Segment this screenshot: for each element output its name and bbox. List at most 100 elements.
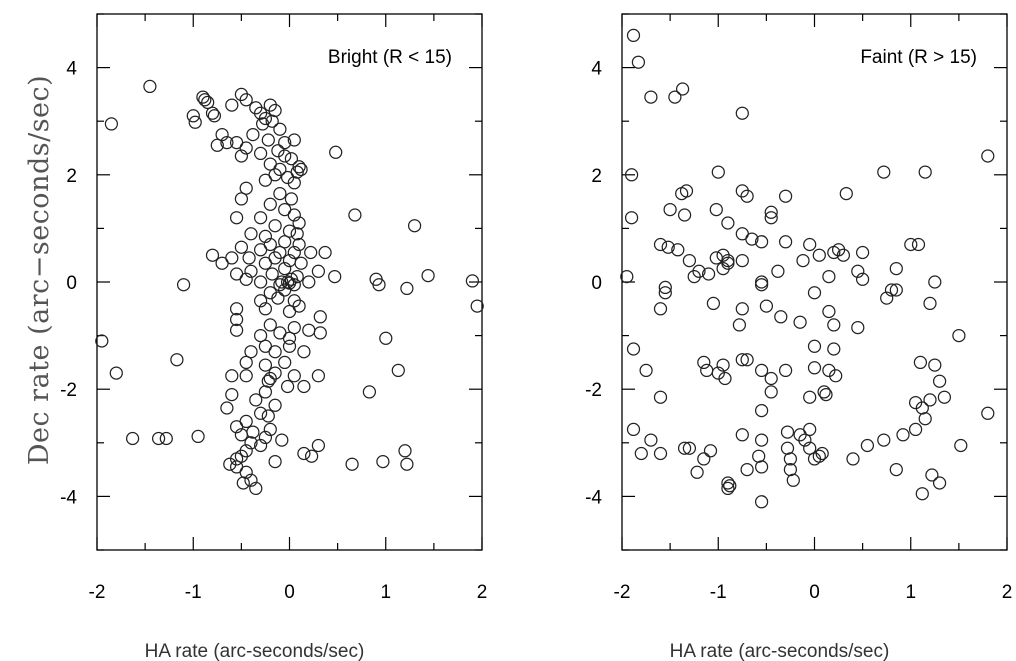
data-point [109, 366, 123, 380]
data-point [877, 165, 891, 179]
data-point [764, 205, 778, 219]
data-point [937, 390, 952, 404]
data-point [735, 184, 749, 198]
data-point [812, 248, 826, 262]
data-point [292, 216, 306, 230]
data-point [311, 369, 326, 383]
data-point [229, 211, 244, 225]
data-point [261, 409, 275, 423]
data-point [709, 251, 723, 265]
data-point [379, 331, 393, 345]
data-point [754, 460, 769, 474]
data-point [287, 320, 301, 335]
data-point [268, 345, 282, 359]
data-point [297, 446, 311, 461]
data-point [234, 192, 249, 206]
data-point [839, 186, 853, 201]
data-point [677, 441, 692, 455]
data-point [229, 323, 244, 337]
x-tick-label: -2 [89, 582, 106, 603]
data-point [239, 355, 253, 370]
data-point [952, 328, 966, 343]
data-point [855, 245, 870, 260]
data-point [851, 264, 865, 278]
data-point [624, 211, 639, 225]
data-point [928, 358, 942, 372]
data-point [620, 269, 634, 284]
data-point [348, 208, 362, 222]
data-point [718, 371, 732, 386]
data-point [284, 192, 299, 206]
data-point [470, 299, 484, 313]
y-tick-label: 2 [591, 166, 602, 187]
data-point [880, 291, 894, 305]
data-point [846, 452, 860, 466]
data-point [709, 202, 723, 217]
data-point [701, 267, 716, 281]
data-point [282, 339, 297, 353]
data-point [624, 168, 639, 182]
data-point [239, 181, 253, 195]
y-axis-label: Dec rate (arc−seconds/sec) [24, 75, 55, 465]
data-point [242, 251, 256, 265]
data-point [740, 189, 754, 203]
data-point [754, 275, 769, 289]
data-point [253, 438, 268, 453]
data-point [263, 197, 277, 211]
data-point [275, 433, 289, 447]
data-point [244, 264, 258, 278]
data-point [754, 235, 769, 249]
data-point [671, 243, 685, 257]
data-point [234, 428, 249, 442]
data-point [855, 272, 870, 286]
data-point [954, 438, 968, 453]
data-point [263, 422, 277, 437]
data-point [244, 473, 258, 487]
data-point [798, 433, 812, 447]
data-point [244, 436, 258, 450]
data-point [287, 208, 301, 222]
data-point [268, 398, 282, 412]
data-point [253, 243, 268, 257]
panel-bright: -2 -1 0 1 2 -4 -2 0 2 4 Bright (R < 15) HA rate … [60, 13, 487, 661]
data-point [764, 385, 778, 399]
data-point [400, 457, 414, 471]
data-point [278, 261, 292, 276]
data-point [836, 248, 851, 262]
data-point [282, 331, 297, 345]
data-point [302, 323, 316, 337]
data-point [697, 452, 711, 466]
data-point [735, 428, 749, 442]
data-point [723, 479, 737, 493]
data-point [913, 355, 928, 370]
y-tick-label: 2 [66, 166, 77, 187]
data-point [278, 149, 292, 163]
data-point [278, 235, 292, 249]
data-point [653, 302, 668, 316]
data-point [253, 211, 268, 225]
data-point [265, 267, 279, 281]
y-tick-label: -4 [585, 487, 602, 508]
data-point [812, 449, 826, 463]
data-point [706, 296, 721, 311]
data-point [398, 444, 412, 458]
data-point [803, 441, 817, 455]
data-point [745, 232, 759, 246]
data-point [889, 462, 903, 477]
data-point [170, 353, 184, 367]
data-point [255, 117, 270, 131]
data-point [223, 457, 237, 471]
data-point [721, 476, 735, 490]
data-point [884, 283, 899, 297]
data-point [246, 425, 260, 439]
data-point [740, 462, 754, 477]
data-point [735, 253, 749, 268]
data-point [329, 145, 343, 159]
data-point [391, 363, 405, 378]
data-point [263, 371, 277, 386]
data-point [653, 237, 668, 252]
data-point [822, 304, 836, 319]
data-point [125, 431, 140, 446]
data-point [263, 318, 277, 332]
data-point [653, 446, 668, 461]
